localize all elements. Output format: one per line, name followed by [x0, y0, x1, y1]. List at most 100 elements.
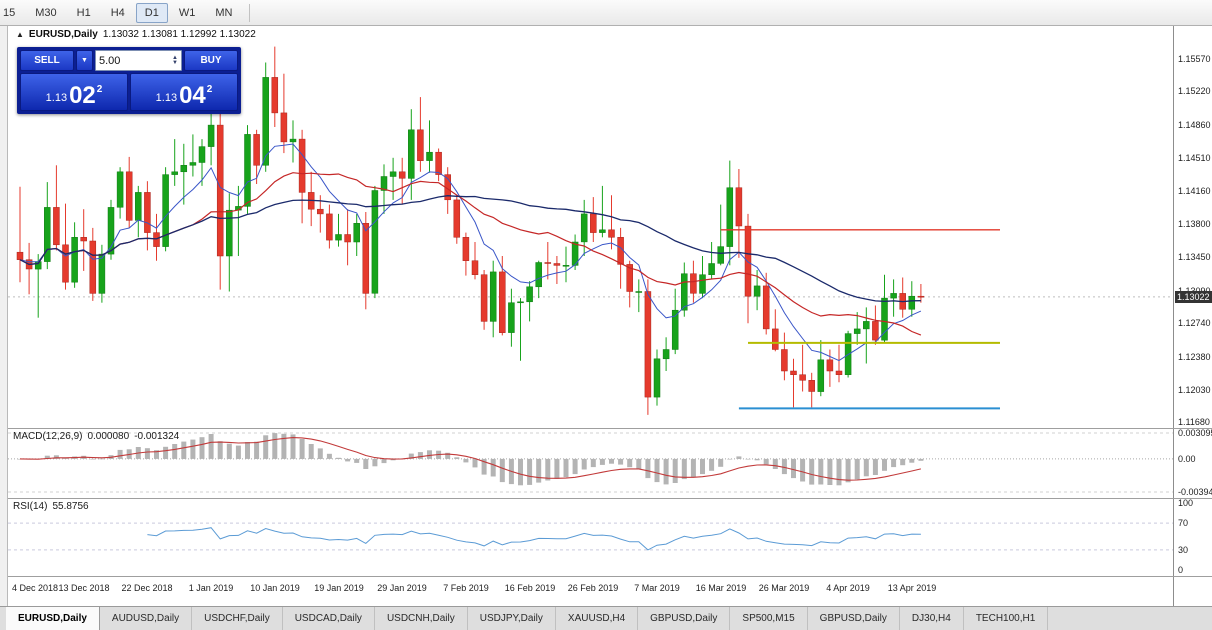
rsi-label: RSI(14) 55.8756 [13, 501, 94, 512]
date-axis-label: 7 Mar 2019 [634, 583, 680, 593]
rsi-axis-label: 100 [1178, 498, 1194, 508]
rsi-panel: RSI(14) 55.8756 [8, 499, 1173, 576]
chart-tab-bar: EURUSD,Daily AUDUSD,Daily USDCHF,Daily USDC… [0, 606, 1212, 630]
price-axis-column: 1.15570 1.15220 1.14860 1.14510 1.14160 1.138… [1173, 26, 1212, 606]
macd-name: MACD(12,26,9) [13, 431, 83, 442]
sell-price-button[interactable]: 1.13 02 2 [20, 73, 128, 111]
volume-spinner[interactable]: ▲ ▼ [172, 54, 178, 66]
spinner-up-icon: ▲ [172, 54, 178, 61]
chart-tab-usdcnh-daily[interactable]: USDCNH,Daily [374, 607, 468, 630]
rsi-axis-label: 30 [1178, 545, 1189, 555]
macd-label: MACD(12,26,9) 0.000080 -0.001324 [13, 431, 184, 442]
date-axis-label: 16 Mar 2019 [695, 583, 747, 593]
candlestick-chart-canvas[interactable] [8, 26, 1173, 428]
buy-price-sup: 2 [206, 84, 213, 95]
price-axis[interactable]: 1.15570 1.15220 1.14860 1.14510 1.14160 1.138… [1174, 26, 1212, 428]
sell-button[interactable]: SELL [20, 50, 74, 71]
macd-value-signal: -0.001324 [134, 431, 180, 442]
timeframe-button-h4[interactable]: H4 [102, 3, 134, 23]
buy-price-big: 04 [179, 82, 206, 109]
timeframe-button-mn[interactable]: MN [206, 3, 241, 23]
rsi-axis-label: 70 [1178, 518, 1189, 528]
price-axis-label: 1.12030 [1178, 385, 1211, 395]
macd-axis[interactable]: 0.003095 0.00 -0.003947 [1174, 428, 1212, 498]
one-click-trading-panel: SELL ▼ 5.00 ▲ ▼ BUY 1.13 02 2 1.13 [17, 47, 241, 114]
date-axis[interactable]: 4 Dec 2018 13 Dec 2018 22 Dec 2018 1 Jan 20… [8, 577, 1173, 606]
rsi-axis[interactable]: 100 70 30 0 [1174, 498, 1212, 576]
rsi-value: 55.8756 [52, 501, 89, 512]
volume-value: 5.00 [99, 54, 121, 67]
macd-axis-label: -0.003947 [1178, 487, 1212, 497]
panel-separator[interactable] [8, 428, 1212, 429]
chart-tab-xauusd-h4[interactable]: XAUUSD,H4 [555, 607, 639, 630]
chevron-down-icon: ▼ [81, 57, 88, 64]
chart-title-symbol: EURUSD,Daily [28, 29, 98, 40]
panel-separator[interactable] [8, 576, 1212, 577]
date-axis-label: 13 Dec 2018 [58, 583, 110, 593]
plot-column: ▲ EURUSD,Daily 1.13032 1.13081 1.12992 1… [8, 26, 1173, 606]
chart-tab-dj30-h4[interactable]: DJ30,H4 [899, 607, 964, 630]
current-price-badge: 1.13022 [1175, 291, 1212, 303]
macd-axis-label: 0.00 [1178, 454, 1196, 464]
chart-title: ▲ EURUSD,Daily 1.13032 1.13081 1.12992 1… [16, 29, 256, 40]
chart-tab-sp500-m15[interactable]: SP500,M15 [730, 607, 808, 630]
timeframe-button-h1[interactable]: H1 [68, 3, 100, 23]
chart-tab-eurusd-daily[interactable]: EURUSD,Daily [6, 607, 100, 630]
timeframe-toolbar: 15 M30 H1 H4 D1 W1 MN [0, 0, 1212, 26]
sell-price-small: 1.13 [45, 92, 68, 104]
timeframe-button-15[interactable]: 15 [0, 3, 24, 23]
price-axis-label: 1.11680 [1178, 417, 1210, 427]
volume-field[interactable]: 5.00 ▲ ▼ [95, 50, 182, 71]
chart-window: ▲ EURUSD,Daily 1.13032 1.13081 1.12992 1… [7, 26, 1212, 606]
date-axis-label: 7 Feb 2019 [443, 583, 489, 593]
sell-price-big: 02 [69, 82, 96, 109]
date-axis-label: 22 Dec 2018 [121, 583, 173, 593]
price-axis-label: 1.14860 [1178, 120, 1211, 130]
macd-value-main: 0.000080 [87, 431, 130, 442]
date-axis-label: 4 Apr 2019 [826, 583, 870, 593]
price-axis-label: 1.14510 [1178, 153, 1211, 163]
toolbar-separator [249, 3, 251, 22]
macd-panel: MACD(12,26,9) 0.000080 -0.001324 [8, 429, 1173, 498]
sell-price-sup: 2 [96, 84, 103, 95]
date-axis-label: 26 Mar 2019 [758, 583, 810, 593]
date-axis-label: 29 Jan 2019 [377, 583, 427, 593]
timeframe-button-w1[interactable]: W1 [170, 3, 205, 23]
buy-price-small: 1.13 [155, 92, 178, 104]
date-axis-label: 10 Jan 2019 [250, 583, 300, 593]
date-axis-label: 1 Jan 2019 [188, 583, 234, 593]
date-axis-label: 26 Feb 2019 [567, 583, 619, 593]
timeframe-button-m30[interactable]: M30 [26, 3, 65, 23]
chart-title-ohlc: 1.13032 1.13081 1.12992 1.13022 [102, 29, 256, 40]
rsi-name: RSI(14) [13, 501, 48, 512]
date-axis-label: 19 Jan 2019 [314, 583, 364, 593]
chart-tab-usdchf-daily[interactable]: USDCHF,Daily [192, 607, 283, 630]
price-axis-label: 1.12740 [1178, 318, 1211, 328]
one-click-toggle-icon[interactable]: ▲ [16, 29, 24, 39]
macd-axis-label: 0.003095 [1178, 428, 1212, 438]
panel-separator[interactable] [8, 498, 1212, 499]
chart-tab-gbpusd-daily[interactable]: GBPUSD,Daily [638, 607, 731, 630]
spinner-down-icon: ▼ [172, 59, 178, 66]
main-chart-panel: ▲ EURUSD,Daily 1.13032 1.13081 1.12992 1… [8, 26, 1173, 428]
price-axis-label: 1.13450 [1178, 252, 1211, 262]
chart-tab-audusd-daily[interactable]: AUDUSD,Daily [99, 607, 193, 630]
timeframe-button-d1[interactable]: D1 [135, 2, 168, 23]
macd-chart-canvas[interactable] [8, 429, 1173, 498]
buy-button[interactable]: BUY [184, 50, 238, 71]
rsi-chart-canvas[interactable] [8, 499, 1173, 576]
chart-tab-gbpusd-daily[interactable]: GBPUSD,Daily [807, 607, 900, 630]
date-axis-label: 16 Feb 2019 [504, 583, 556, 593]
buy-price-button[interactable]: 1.13 04 2 [130, 73, 238, 111]
date-axis-label: 13 Apr 2019 [887, 583, 937, 593]
chart-tab-tech100-h1[interactable]: TECH100,H1 [963, 607, 1049, 630]
price-axis-label: 1.13800 [1178, 219, 1211, 229]
chart-tab-usdjpy-daily[interactable]: USDJPY,Daily [467, 607, 556, 630]
price-axis-label: 1.14160 [1178, 186, 1211, 196]
price-axis-label: 1.15220 [1178, 86, 1211, 96]
volume-dropdown-button[interactable]: ▼ [76, 50, 93, 71]
price-axis-label: 1.15570 [1178, 54, 1211, 64]
rsi-axis-label: 0 [1178, 565, 1184, 575]
price-axis-label: 1.12380 [1178, 352, 1211, 362]
chart-tab-usdcad-daily[interactable]: USDCAD,Daily [282, 607, 375, 630]
